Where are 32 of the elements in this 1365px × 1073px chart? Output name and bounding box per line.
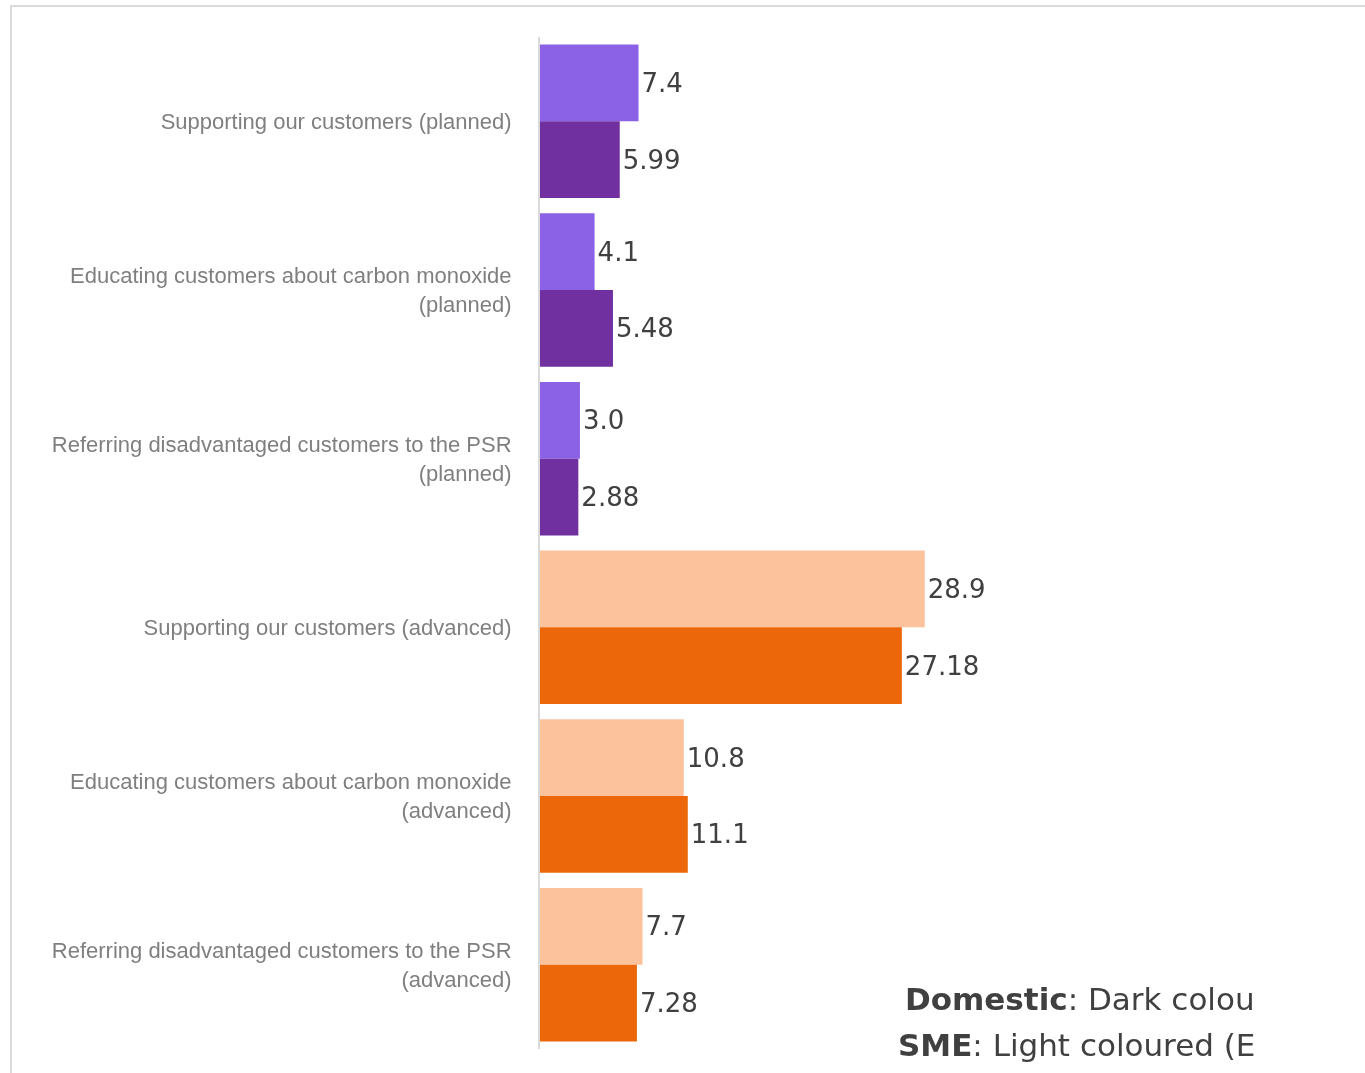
data-label: 7.7: [645, 911, 687, 942]
bar: [540, 796, 688, 873]
bar: [540, 458, 579, 536]
bar: [540, 381, 580, 459]
data-label: 10.8: [686, 742, 745, 773]
data-label: 4.1: [597, 236, 639, 267]
bar: [540, 627, 902, 705]
data-label: 2.88: [581, 482, 640, 513]
bar: [540, 719, 684, 796]
y-tick-label: Educating customers about carbon monoxide (planned): [70, 263, 512, 317]
data-label: 27.18: [904, 650, 980, 681]
y-tick-label: Referring disadvantaged customers to the PSR (advanced): [51, 938, 512, 992]
annotation: SME: Light coloured (E: [898, 1027, 1256, 1063]
y-tick-label: Supporting our customers (planned): [160, 109, 512, 135]
bar: [540, 550, 925, 628]
annotation: Domestic: Dark colou: [905, 981, 1255, 1017]
bar: [540, 44, 639, 122]
data-label: 28.9: [927, 573, 986, 604]
bar: [540, 213, 595, 290]
bar: [540, 887, 643, 965]
data-label: 5.99: [622, 144, 681, 175]
bar: [540, 290, 613, 367]
y-tick-label: Referring disadvantaged customers to the PSR (planned): [51, 432, 512, 486]
bar: [540, 121, 620, 199]
data-label: 5.48: [615, 313, 674, 344]
data-label: 3.0: [582, 405, 625, 436]
y-tick-label: Educating customers about carbon monoxide (advanced): [70, 769, 512, 823]
data-label: 11.1: [690, 819, 749, 850]
data-label: 7.28: [639, 988, 698, 1019]
y-tick-label: Supporting our customers (advanced): [143, 615, 512, 641]
data-label: 7.4: [641, 67, 683, 98]
bar: [540, 964, 637, 1042]
